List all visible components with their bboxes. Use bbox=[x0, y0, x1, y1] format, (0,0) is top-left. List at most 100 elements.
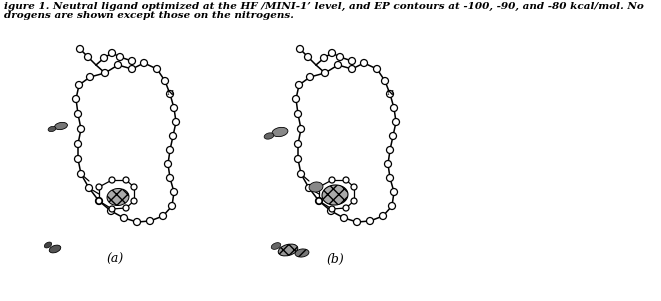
Circle shape bbox=[120, 215, 128, 222]
Circle shape bbox=[305, 185, 313, 191]
Circle shape bbox=[387, 175, 393, 182]
Circle shape bbox=[321, 54, 327, 61]
Circle shape bbox=[77, 170, 85, 178]
Circle shape bbox=[165, 160, 171, 167]
Circle shape bbox=[329, 49, 336, 57]
Circle shape bbox=[354, 219, 360, 225]
Circle shape bbox=[75, 82, 83, 88]
Circle shape bbox=[297, 126, 305, 132]
Circle shape bbox=[348, 66, 356, 73]
Ellipse shape bbox=[322, 185, 348, 205]
Circle shape bbox=[171, 188, 178, 196]
Circle shape bbox=[379, 213, 387, 219]
Text: igure 1. Neutral ligand optimized at the HF /MINI-1’ level, and EP contours at -: igure 1. Neutral ligand optimized at the… bbox=[4, 2, 644, 11]
Circle shape bbox=[109, 177, 115, 183]
Circle shape bbox=[351, 184, 357, 190]
Circle shape bbox=[169, 203, 176, 209]
Circle shape bbox=[387, 147, 393, 154]
Ellipse shape bbox=[271, 243, 281, 249]
Circle shape bbox=[336, 54, 344, 61]
Circle shape bbox=[134, 219, 141, 225]
Circle shape bbox=[389, 203, 395, 209]
Circle shape bbox=[393, 119, 399, 126]
Circle shape bbox=[75, 110, 81, 117]
Circle shape bbox=[96, 184, 102, 190]
Circle shape bbox=[305, 54, 311, 61]
Circle shape bbox=[73, 95, 79, 103]
Circle shape bbox=[316, 198, 322, 204]
Circle shape bbox=[75, 156, 81, 163]
Text: (b): (b) bbox=[326, 253, 344, 266]
Circle shape bbox=[381, 77, 389, 85]
Circle shape bbox=[128, 57, 136, 64]
Circle shape bbox=[167, 175, 173, 182]
Ellipse shape bbox=[264, 133, 274, 139]
Text: (a): (a) bbox=[106, 253, 124, 266]
Circle shape bbox=[114, 61, 122, 69]
Circle shape bbox=[334, 61, 342, 69]
Circle shape bbox=[391, 188, 397, 196]
Circle shape bbox=[360, 60, 368, 67]
Circle shape bbox=[295, 156, 301, 163]
Text: drogens are shown except those on the nitrogens.: drogens are shown except those on the ni… bbox=[4, 11, 294, 20]
Circle shape bbox=[108, 207, 114, 215]
Circle shape bbox=[147, 218, 153, 225]
Ellipse shape bbox=[272, 127, 288, 137]
Circle shape bbox=[297, 45, 303, 52]
Circle shape bbox=[297, 170, 305, 178]
Text: N: N bbox=[167, 89, 173, 97]
Circle shape bbox=[85, 185, 93, 191]
Circle shape bbox=[295, 110, 301, 117]
Circle shape bbox=[343, 177, 349, 183]
Circle shape bbox=[389, 132, 397, 139]
Circle shape bbox=[173, 119, 180, 126]
Ellipse shape bbox=[48, 126, 56, 132]
Circle shape bbox=[85, 54, 91, 61]
Circle shape bbox=[171, 104, 178, 111]
Circle shape bbox=[109, 206, 115, 212]
Text: N: N bbox=[387, 89, 393, 97]
Circle shape bbox=[385, 160, 391, 167]
Circle shape bbox=[161, 77, 169, 85]
Circle shape bbox=[95, 197, 102, 204]
Circle shape bbox=[141, 60, 147, 67]
Circle shape bbox=[373, 66, 381, 73]
Circle shape bbox=[348, 57, 356, 64]
Circle shape bbox=[77, 45, 83, 52]
Circle shape bbox=[87, 73, 93, 80]
Circle shape bbox=[77, 126, 85, 132]
Circle shape bbox=[123, 177, 129, 183]
Circle shape bbox=[131, 184, 137, 190]
Circle shape bbox=[131, 198, 137, 204]
Circle shape bbox=[169, 132, 176, 139]
Circle shape bbox=[167, 91, 173, 98]
Circle shape bbox=[391, 104, 397, 111]
Ellipse shape bbox=[309, 182, 323, 192]
Circle shape bbox=[315, 197, 323, 204]
Ellipse shape bbox=[44, 242, 52, 248]
Circle shape bbox=[321, 70, 329, 76]
Circle shape bbox=[366, 218, 373, 225]
Circle shape bbox=[307, 73, 313, 80]
Circle shape bbox=[329, 177, 335, 183]
Circle shape bbox=[351, 198, 357, 204]
Circle shape bbox=[387, 91, 393, 98]
Ellipse shape bbox=[49, 245, 61, 253]
Circle shape bbox=[108, 49, 116, 57]
Circle shape bbox=[295, 82, 303, 88]
Circle shape bbox=[327, 207, 334, 215]
Circle shape bbox=[159, 213, 167, 219]
Circle shape bbox=[96, 198, 102, 204]
Ellipse shape bbox=[278, 244, 297, 256]
Circle shape bbox=[293, 95, 299, 103]
Ellipse shape bbox=[107, 188, 129, 206]
Circle shape bbox=[329, 206, 335, 212]
Circle shape bbox=[316, 184, 322, 190]
Circle shape bbox=[167, 147, 173, 154]
Ellipse shape bbox=[295, 249, 309, 257]
Circle shape bbox=[153, 66, 161, 73]
Circle shape bbox=[128, 66, 136, 73]
Circle shape bbox=[102, 70, 108, 76]
Ellipse shape bbox=[55, 123, 67, 130]
Circle shape bbox=[295, 141, 301, 147]
